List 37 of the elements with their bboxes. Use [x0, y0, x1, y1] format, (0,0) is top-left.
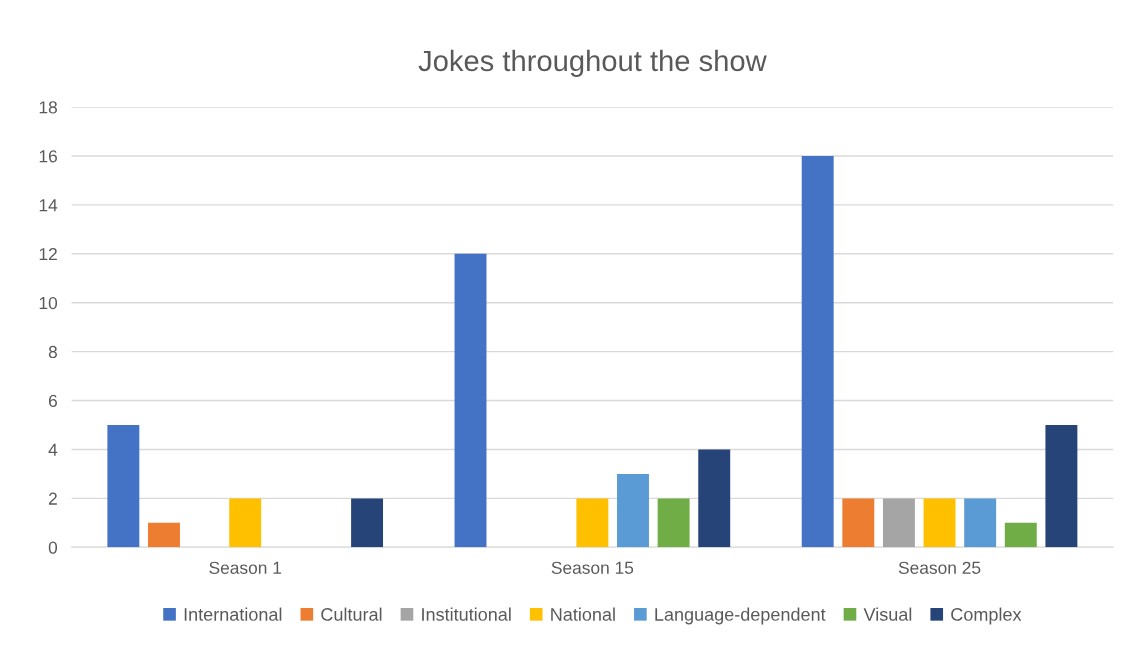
bar [923, 498, 956, 548]
x-tick-label: Season 15 [551, 561, 634, 574]
y-tick-label: 12 [39, 247, 57, 261]
bar [1004, 522, 1037, 548]
legend-label: International [184, 607, 282, 621]
bar [882, 498, 915, 548]
x-tick-label: Season 25 [898, 561, 981, 574]
y-tick-label: 14 [39, 199, 58, 212]
bar [107, 425, 140, 548]
y-tick-label: 16 [39, 150, 57, 163]
bar [801, 155, 834, 548]
y-tick-label: 4 [48, 443, 58, 456]
legend-label: Language-dependent [655, 607, 826, 625]
bar [229, 498, 262, 548]
legend-label: Complex [951, 607, 1022, 625]
y-tick-label: 0 [48, 541, 58, 554]
bar [617, 473, 649, 548]
bar [964, 498, 997, 548]
y-tick-label: 2 [48, 492, 57, 505]
bar [698, 449, 731, 548]
bar [657, 498, 690, 548]
legend-label: Visual [863, 607, 912, 621]
bar [576, 498, 609, 548]
legend-label: Institutional [422, 607, 511, 621]
legend-label: National [551, 607, 615, 621]
bar [148, 522, 180, 548]
y-tick-label: 6 [48, 394, 57, 408]
y-tick-label: 10 [39, 296, 58, 310]
bar [351, 498, 384, 548]
chart-title: Jokes throughout the show [418, 49, 767, 78]
bar [842, 498, 875, 548]
y-tick-label: 8 [48, 345, 57, 359]
bar [454, 253, 487, 548]
legend-label: Cultural [321, 607, 382, 621]
x-tick-label: Season 1 [209, 561, 282, 574]
y-tick-label: 18 [39, 101, 57, 114]
bar [1045, 425, 1078, 548]
